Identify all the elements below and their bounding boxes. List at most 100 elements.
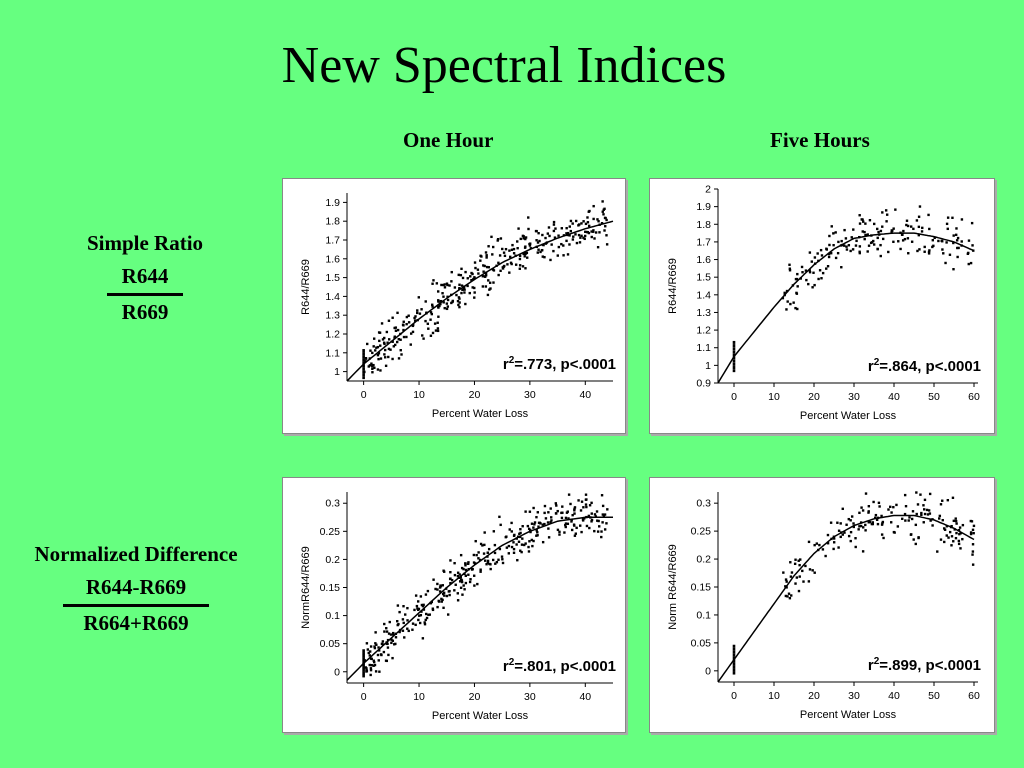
scatter-point (372, 659, 375, 662)
scatter-point (522, 235, 525, 238)
scatter-point (499, 523, 502, 527)
scatter-point (426, 322, 430, 325)
scatter-point (946, 227, 949, 231)
scatter-point (794, 582, 797, 585)
scatter-point (894, 208, 897, 211)
scatter-point (954, 536, 958, 540)
y-tick-label: 0.05 (691, 637, 712, 649)
scatter-point (422, 608, 426, 611)
scatter-point (852, 228, 855, 231)
scatter-point (605, 243, 609, 246)
scatter-point (518, 267, 522, 270)
normalized-difference-formula: Normalized Difference R644-R669 R664+R66… (6, 542, 266, 636)
scatter-point (574, 219, 578, 223)
scatter-point (916, 503, 920, 506)
scatter-point (845, 248, 849, 251)
y-tick-label: 0.25 (691, 526, 712, 538)
scatter-point (879, 254, 882, 258)
scatter-point (473, 296, 476, 299)
scatter-point (469, 578, 472, 581)
scatter-point (405, 315, 409, 319)
scatter-point (393, 643, 396, 646)
scatter-point (590, 518, 594, 522)
scatter-point (403, 636, 406, 639)
scatter-point (867, 244, 871, 247)
scatter-point (463, 588, 466, 591)
x-tick-label: 60 (968, 690, 980, 702)
scatter-point (914, 523, 918, 527)
scatter-point (516, 240, 519, 243)
scatter-point (507, 544, 511, 548)
scatter-point (945, 222, 949, 226)
scatter-point (911, 510, 915, 513)
scatter-point (584, 222, 588, 226)
scatter-point (828, 243, 831, 247)
scatter-point (377, 659, 380, 662)
scatter-point (437, 600, 441, 603)
scatter-point (451, 300, 454, 304)
scatter-point (516, 558, 519, 562)
scatter-point (432, 578, 435, 581)
r-squared-annotation: r2=.864, p<.0001 (868, 357, 981, 375)
scatter-point (536, 531, 539, 534)
scatter-point (372, 345, 375, 348)
scatter-point (813, 256, 817, 259)
scatter-point (385, 630, 389, 633)
scatter-point (510, 530, 513, 533)
scatter-point (381, 640, 385, 643)
scatter-point (919, 493, 922, 496)
scatter-point (877, 501, 881, 505)
scatter-point (475, 553, 478, 557)
scatter-point (854, 244, 858, 247)
scatter-point (732, 366, 736, 370)
formula-numerator: R644-R669 (85, 575, 187, 599)
scatter-point (448, 577, 452, 581)
scatter-point (372, 660, 376, 664)
scatter-point (462, 584, 465, 587)
scatter-point (812, 271, 815, 274)
scatter-point (510, 262, 513, 266)
scatter-point (783, 291, 786, 295)
scatter-point (881, 225, 884, 228)
scatter-point (531, 544, 534, 548)
scatter-point (563, 531, 566, 534)
scatter-point (486, 551, 490, 554)
scatter-point (497, 558, 500, 561)
scatter-point (512, 247, 516, 251)
scatter-point (464, 564, 467, 567)
scatter-point (434, 329, 438, 332)
scatter-point (387, 355, 390, 359)
scatter-point (503, 254, 507, 258)
scatter-point (450, 270, 453, 274)
scatter-point (547, 226, 551, 229)
scatter-point (957, 539, 961, 543)
scatter-point (383, 630, 386, 633)
scatter-point (518, 532, 521, 536)
scatter-point (541, 523, 544, 526)
scatter-point (393, 326, 396, 330)
y-tick-label: 0.25 (320, 526, 341, 538)
scatter-point (458, 286, 461, 290)
scatter-point (564, 525, 567, 529)
scatter-point (514, 263, 518, 266)
scatter-point (785, 308, 788, 311)
scatter-point (872, 239, 875, 243)
scatter-point (379, 369, 382, 372)
scatter-point (876, 236, 879, 240)
scatter-point (804, 564, 807, 568)
scatter-point (556, 528, 560, 532)
scatter-point (454, 583, 457, 586)
scatter-point (378, 670, 381, 673)
scatter-point (790, 594, 793, 597)
scatter-point (401, 629, 405, 632)
scatter-point (377, 646, 380, 649)
scatter-point (399, 338, 402, 341)
scatter-point (844, 237, 848, 240)
scatter-point (377, 357, 380, 361)
scatter-point (732, 344, 736, 348)
scatter-point (396, 623, 399, 627)
scatter-point (937, 239, 940, 243)
scatter-point (488, 281, 492, 284)
scatter-point (845, 523, 848, 526)
scatter-point (449, 570, 452, 574)
